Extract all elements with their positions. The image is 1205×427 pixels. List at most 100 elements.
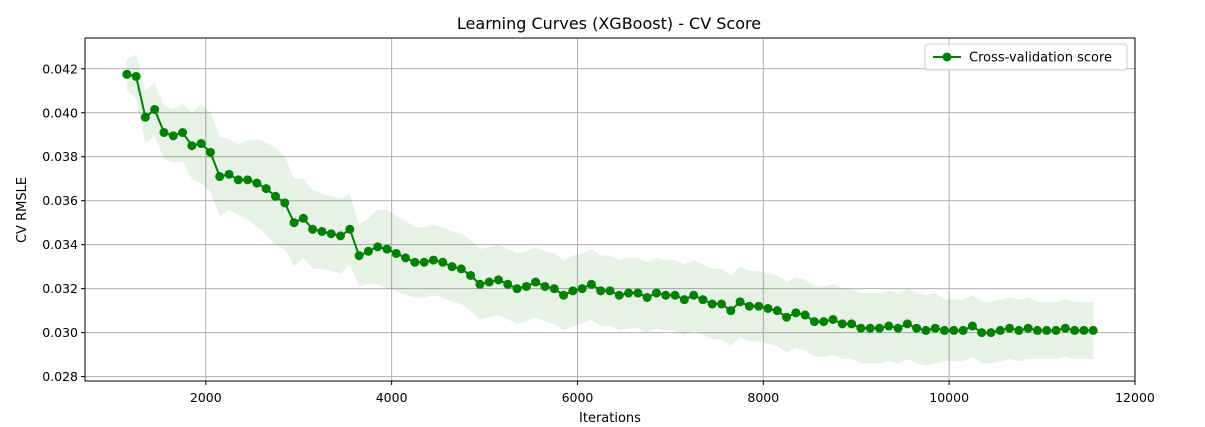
data-point [586, 279, 596, 289]
data-point [354, 251, 364, 261]
data-point [698, 295, 708, 305]
data-point [159, 128, 169, 138]
points-layer [122, 69, 1098, 338]
y-axis-ticks: 0.028 0.030 0.032 0.034 0.036 0.038 0.040 0.042 [42, 61, 85, 384]
data-point [289, 218, 299, 228]
chart-title: Learning Curves (XGBoost) - CV Score [457, 14, 761, 33]
data-point [624, 288, 634, 298]
legend-box [924, 43, 1128, 71]
data-point [837, 319, 847, 329]
data-point [661, 290, 671, 300]
data-point [438, 257, 448, 267]
data-point [503, 279, 513, 289]
data-point [140, 112, 150, 122]
data-point [475, 279, 485, 289]
band-layer [126, 54, 1094, 366]
data-point [196, 139, 206, 149]
y-tick-label: 0.034 [42, 237, 78, 252]
data-point [735, 297, 745, 307]
legend-entry-label: Cross-validation score [969, 51, 1112, 66]
data-point [977, 328, 987, 338]
data-point [568, 286, 578, 296]
data-point [828, 314, 838, 324]
data-point [521, 281, 531, 291]
data-point [865, 323, 875, 333]
data-point [967, 321, 977, 331]
y-tick-label: 0.030 [42, 325, 78, 340]
data-point [466, 270, 476, 280]
data-point [187, 141, 197, 151]
data-point [744, 301, 754, 311]
data-point [549, 284, 559, 294]
data-point [298, 213, 308, 223]
data-point [428, 255, 438, 265]
data-point [670, 290, 680, 300]
data-point [754, 301, 764, 311]
data-point [902, 319, 912, 329]
data-point [1032, 325, 1042, 335]
data-point [178, 128, 188, 138]
data-point [995, 325, 1005, 335]
data-point [447, 262, 457, 272]
data-point [1042, 325, 1052, 335]
data-point [633, 288, 643, 298]
data-point [958, 325, 968, 335]
y-tick-label: 0.032 [42, 281, 78, 296]
data-point [391, 248, 401, 258]
data-point [1088, 325, 1098, 335]
data-point [419, 257, 429, 267]
data-point [930, 323, 940, 333]
data-point [874, 323, 884, 333]
x-tick-label: 12000 [1115, 390, 1155, 405]
data-point [363, 246, 373, 256]
data-point [596, 286, 606, 296]
data-point [986, 328, 996, 338]
data-point [856, 323, 866, 333]
data-point [1014, 325, 1024, 335]
data-point [884, 321, 894, 331]
data-point [224, 169, 234, 179]
data-point [261, 184, 271, 194]
data-point [717, 299, 726, 309]
data-point [373, 242, 383, 252]
x-axis-ticks: 2000 4000 6000 8000 10000 12000 [190, 381, 1155, 405]
x-tick-label: 2000 [190, 390, 222, 405]
data-point [252, 178, 262, 188]
std-band [126, 54, 1094, 366]
data-point [1060, 323, 1070, 333]
data-point [122, 69, 132, 79]
legend: Cross-validation score [924, 43, 1128, 71]
data-point [233, 175, 243, 185]
data-point [270, 191, 280, 201]
y-tick-label: 0.038 [42, 149, 78, 164]
data-point [809, 317, 819, 327]
x-tick-label: 8000 [747, 390, 779, 405]
x-axis-label: Iterations [579, 411, 641, 426]
data-point [150, 104, 160, 114]
x-tick-label: 6000 [562, 390, 594, 405]
data-point [280, 198, 290, 208]
y-tick-label: 0.042 [42, 61, 78, 76]
data-point [531, 277, 541, 287]
plot-frame [84, 37, 1136, 382]
data-point [679, 295, 689, 305]
data-point [1070, 325, 1080, 335]
data-point [847, 319, 857, 329]
data-point [1079, 325, 1089, 335]
x-tick-label: 4000 [376, 390, 408, 405]
data-point [1005, 323, 1015, 333]
data-point [577, 284, 587, 294]
data-point [689, 290, 699, 300]
data-point [382, 244, 392, 254]
y-tick-label: 0.036 [42, 193, 78, 208]
data-point [168, 131, 178, 141]
data-point [819, 317, 829, 327]
data-point [726, 306, 736, 316]
data-point [494, 275, 503, 285]
legend-marker-swatch [942, 52, 952, 62]
data-point [512, 284, 522, 294]
y-tick-label: 0.040 [42, 105, 78, 120]
data-point [800, 310, 810, 320]
